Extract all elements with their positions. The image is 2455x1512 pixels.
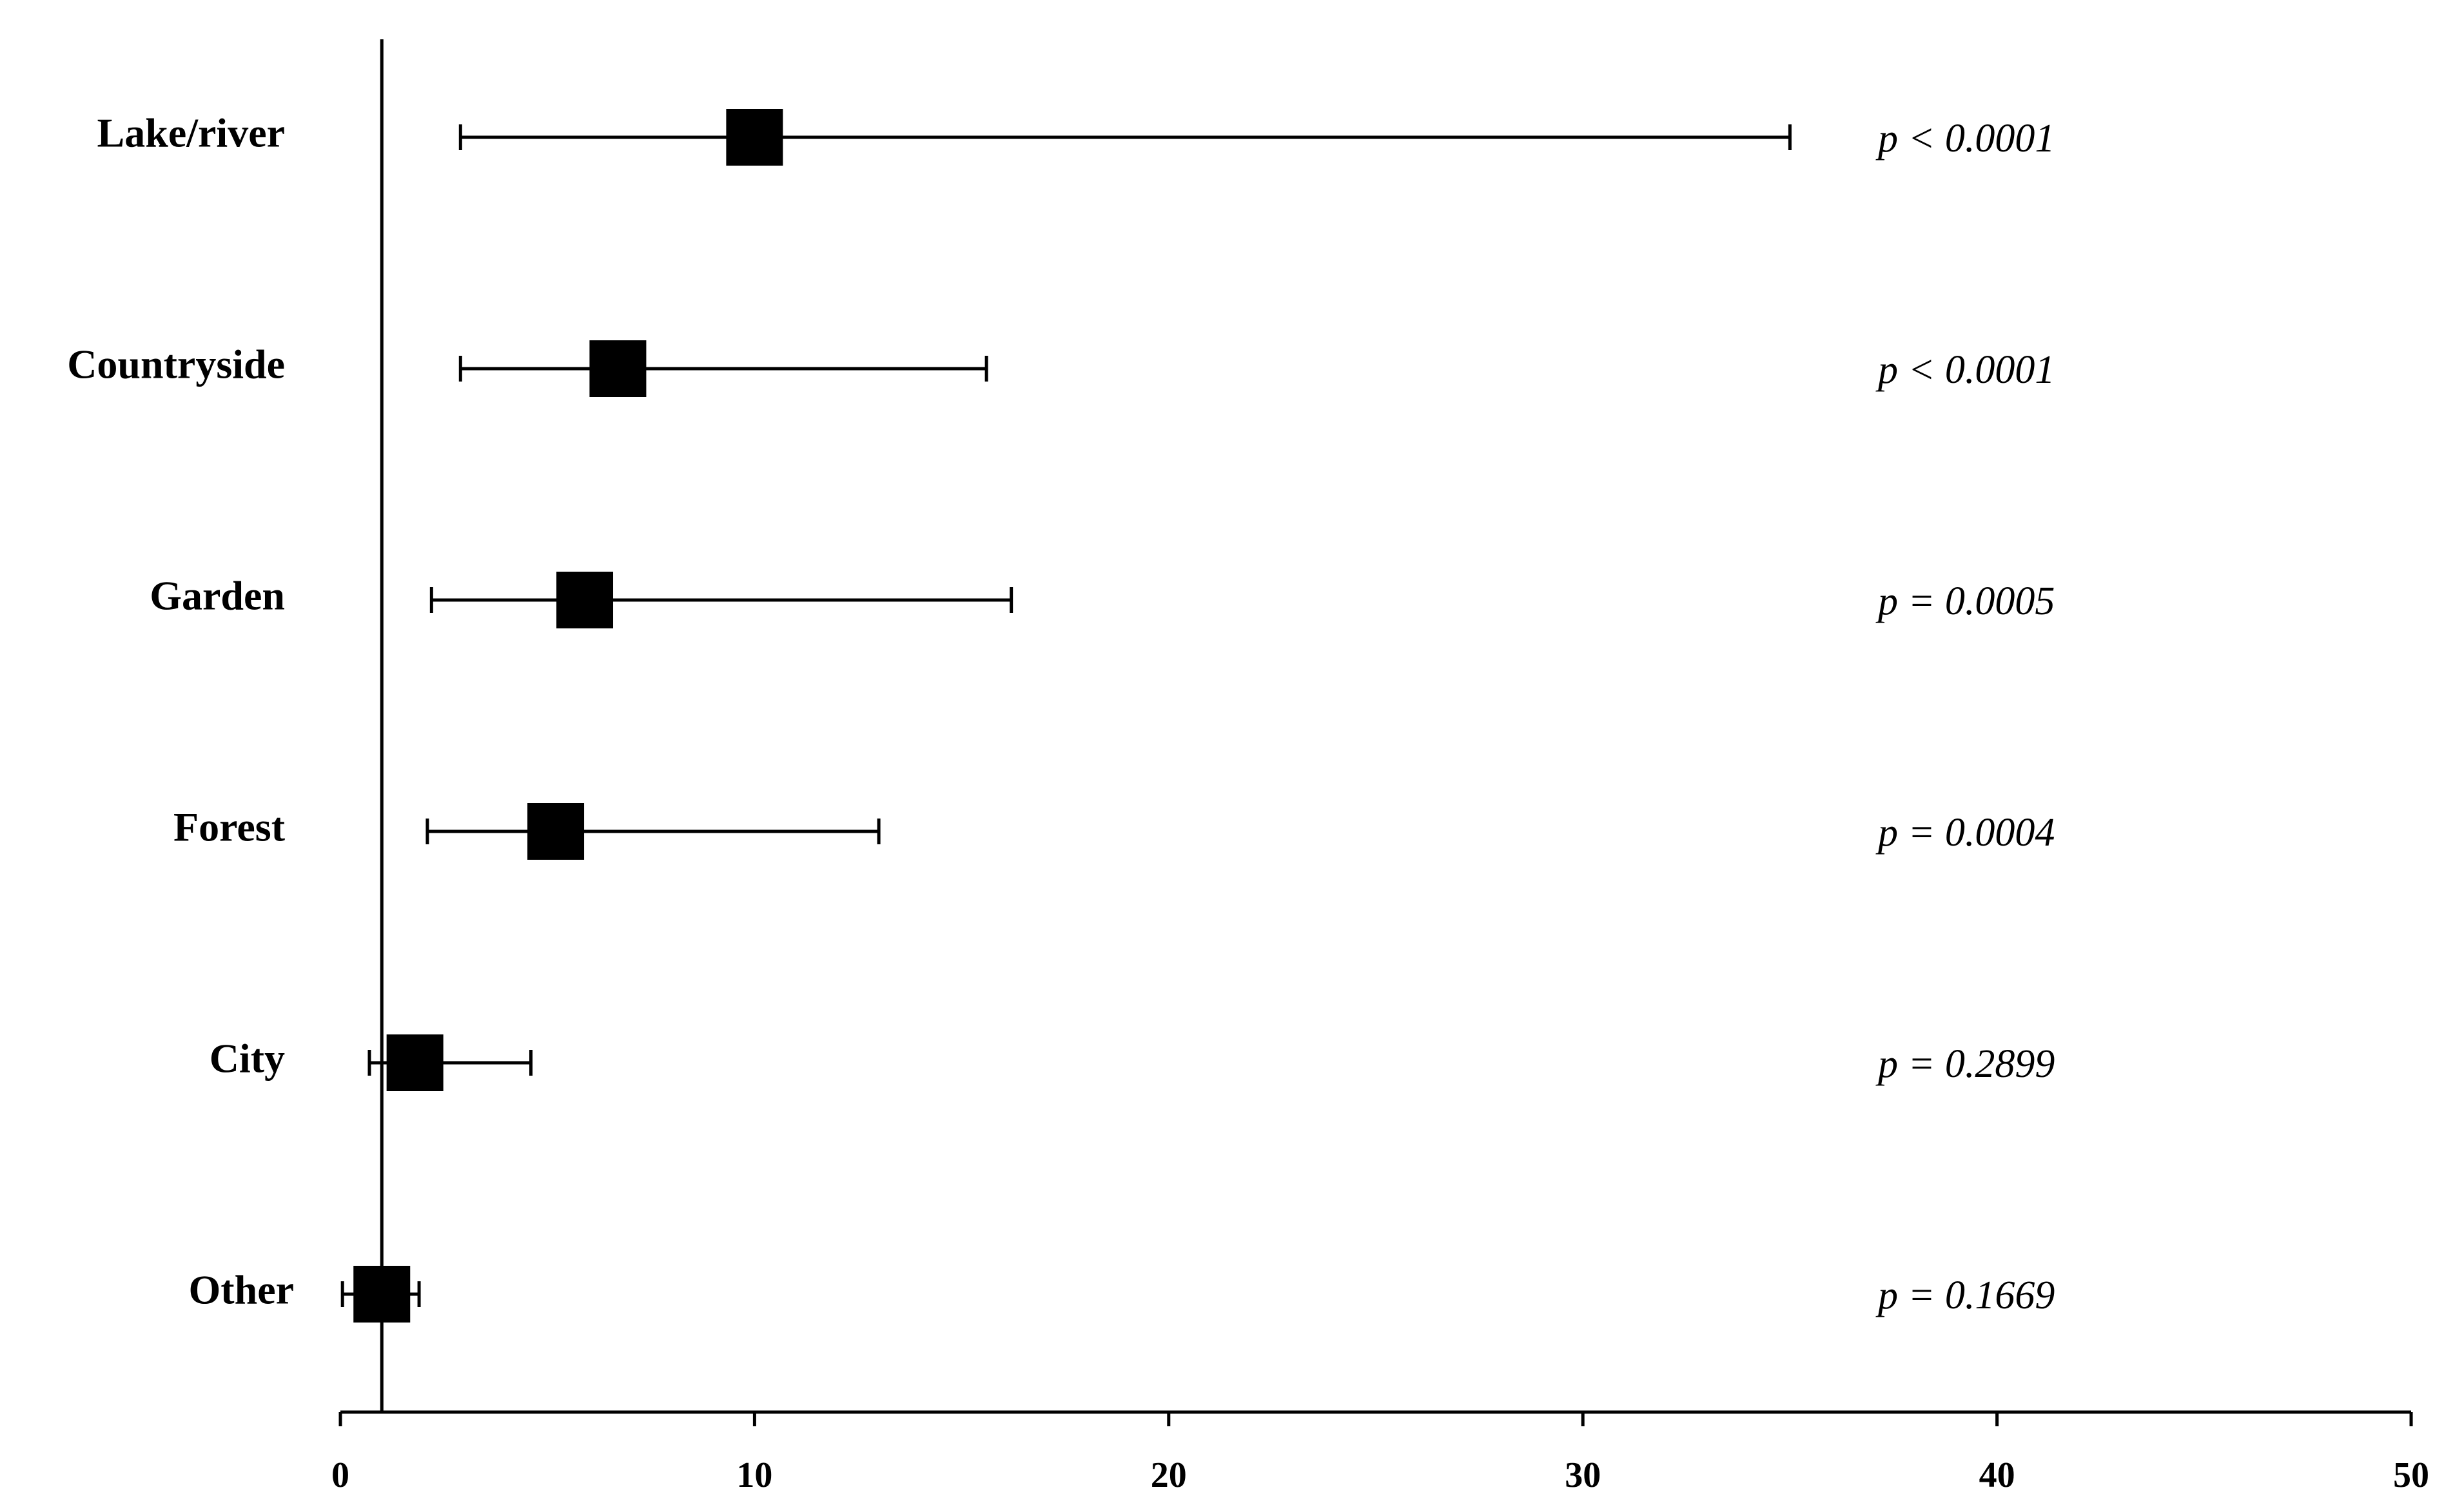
category-label: Garden (150, 573, 285, 619)
p-value-label: p = 0.0004 (1875, 811, 2055, 855)
category-label: Lake/river (97, 110, 285, 156)
p-value-label: p < 0.0001 (1875, 117, 2055, 160)
point-estimate (556, 572, 614, 628)
category-label: Countryside (67, 342, 285, 387)
p-value-label: p = 0.0005 (1875, 579, 2055, 623)
x-tick-label: 10 (736, 1455, 772, 1495)
x-tick-label: 20 (1151, 1455, 1187, 1495)
point-estimate (353, 1266, 411, 1323)
x-tick-label: 50 (2393, 1455, 2429, 1495)
point-estimate (726, 109, 783, 166)
p-value-label: p = 0.1669 (1875, 1274, 2055, 1317)
x-tick-label: 40 (1979, 1455, 2015, 1495)
category-label: City (210, 1036, 285, 1081)
p-value-label: p = 0.2899 (1875, 1042, 2055, 1086)
p-value-label: p < 0.0001 (1875, 348, 2055, 392)
point-estimate (527, 803, 585, 860)
category-label: Forest (173, 804, 286, 850)
x-tick-label: 30 (1565, 1455, 1601, 1495)
x-tick-label: 0 (331, 1455, 349, 1495)
category-label: Other (189, 1267, 295, 1313)
point-estimate (589, 340, 647, 397)
point-estimate (386, 1034, 444, 1091)
